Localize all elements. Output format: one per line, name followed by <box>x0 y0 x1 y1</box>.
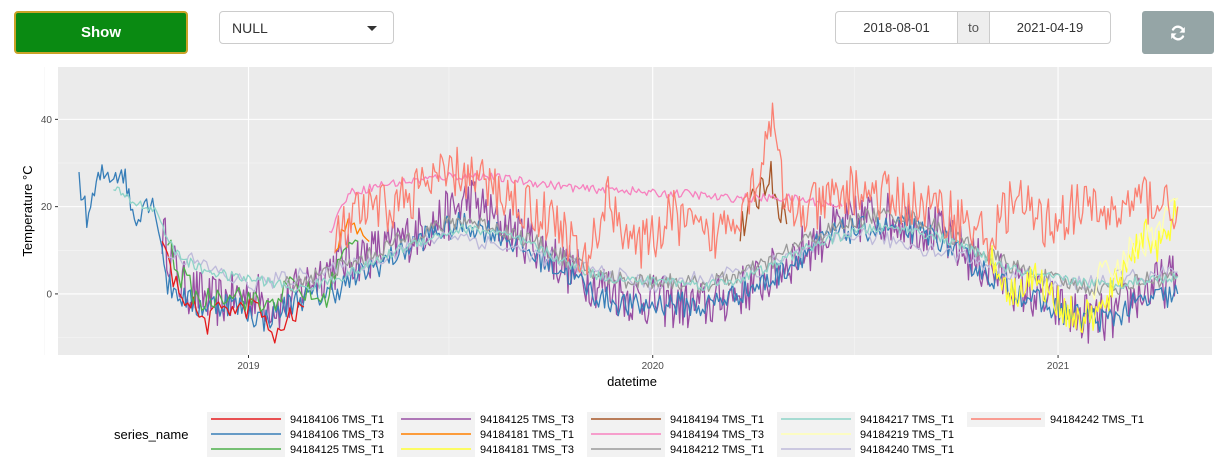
legend-title: series_name <box>114 427 188 442</box>
series-layer <box>78 102 1179 344</box>
y-tick-label: 40 <box>41 115 53 126</box>
legend-item-label: 94184181 TMS_T1 <box>480 429 574 441</box>
series-line-94184194-tms_t3 <box>329 172 843 234</box>
series-line-94184125-tms_t1 <box>167 239 359 312</box>
series-line-94184181-tms_t1 <box>334 218 370 253</box>
legend-item-label: 94184125 TMS_T1 <box>290 444 384 456</box>
series-line-94184106-tms_t3 <box>78 164 1179 333</box>
date-start-input[interactable]: 2018-08-01 <box>835 11 958 44</box>
series-line-94184106-tms_t1 <box>161 241 305 344</box>
series-select[interactable]: NULL <box>219 11 394 44</box>
refresh-icon <box>1171 25 1185 40</box>
date-end-input[interactable]: 2021-04-19 <box>989 11 1111 44</box>
x-tick-label: 2020 <box>642 361 665 372</box>
y-tick-label: 20 <box>41 202 53 213</box>
legend-item-label: 94184194 TMS_T3 <box>670 429 764 441</box>
x-tick-label: 2019 <box>237 361 260 372</box>
y-axis-title: Temperature °C <box>20 165 35 256</box>
series-line-94184219-tms_t1 <box>1091 197 1179 300</box>
legend-item-label: 94184212 TMS_T1 <box>670 444 764 456</box>
legend-item-label: 94184242 TMS_T1 <box>1050 414 1144 426</box>
axes: 0 20 40 2019 2020 2021 <box>41 115 1070 372</box>
date-range-separator: to <box>958 11 989 44</box>
legend: series_name 94184106 TMS_T1 94184106 TMS_… <box>114 412 1144 457</box>
legend-item-label: 94184217 TMS_T1 <box>860 414 954 426</box>
series-line-94184242-tms_t1 <box>334 102 1179 276</box>
legend-item-label: 94184125 TMS_T3 <box>480 414 574 426</box>
legend-item-label: 94184181 TMS_T3 <box>480 444 574 456</box>
series-line-94184217-tms_t1 <box>113 186 1179 294</box>
x-axis-title: datetime <box>607 374 657 389</box>
legend-item-label: 94184194 TMS_T1 <box>670 414 764 426</box>
y-tick-label: 0 <box>46 289 52 300</box>
legend-item-label: 94184240 TMS_T1 <box>860 444 954 456</box>
date-range: 2018-08-01 to 2021-04-19 <box>835 11 1111 44</box>
legend-item-label: 94184106 TMS_T1 <box>290 414 384 426</box>
chevron-down-icon <box>367 26 377 31</box>
temperature-chart: 0 20 40 2019 2020 2021 datetime Temperature °… <box>20 67 1212 457</box>
legend-item-label: 94184106 TMS_T3 <box>290 429 384 441</box>
show-button[interactable]: Show <box>14 11 188 54</box>
series-select-value: NULL <box>232 19 268 36</box>
refresh-button[interactable] <box>1142 11 1214 54</box>
legend-item-label: 94184219 TMS_T1 <box>860 429 954 441</box>
x-tick-label: 2021 <box>1047 361 1070 372</box>
